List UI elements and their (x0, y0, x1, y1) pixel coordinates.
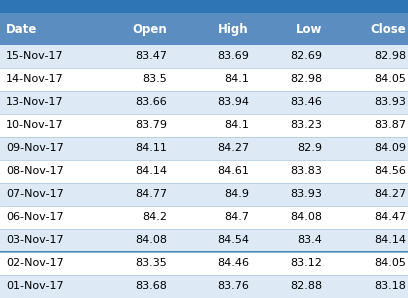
Text: 83.46: 83.46 (290, 97, 322, 107)
Text: 83.94: 83.94 (217, 97, 249, 107)
Bar (0, 91, 408, 114)
Text: 83.83: 83.83 (290, 166, 322, 176)
Text: 84.1: 84.1 (224, 74, 249, 84)
Text: 83.87: 83.87 (374, 120, 406, 130)
Bar (0, 114, 408, 137)
Text: 83.23: 83.23 (290, 120, 322, 130)
Text: 83.69: 83.69 (217, 51, 249, 61)
Text: 84.05: 84.05 (374, 258, 406, 268)
Text: 82.9: 82.9 (297, 143, 322, 153)
Bar (0, 13, 408, 45)
Text: 84.54: 84.54 (217, 235, 249, 246)
Text: Close: Close (370, 23, 406, 35)
Text: 14-Nov-17: 14-Nov-17 (6, 74, 64, 84)
Text: 15-Nov-17: 15-Nov-17 (6, 51, 64, 61)
Bar (0, 45, 408, 68)
Text: 84.05: 84.05 (374, 74, 406, 84)
Text: 13-Nov-17: 13-Nov-17 (6, 97, 64, 107)
Text: 84.47: 84.47 (374, 212, 406, 222)
Text: 83.68: 83.68 (135, 282, 167, 291)
Text: 84.08: 84.08 (135, 235, 167, 246)
Text: 84.9: 84.9 (224, 189, 249, 199)
Text: High: High (218, 23, 249, 35)
Text: 83.18: 83.18 (374, 282, 406, 291)
Text: 82.98: 82.98 (374, 51, 406, 61)
Text: 10-Nov-17: 10-Nov-17 (6, 120, 64, 130)
Text: 83.66: 83.66 (135, 97, 167, 107)
Bar (0, 183, 408, 206)
Bar (0, 0, 408, 13)
Text: 84.1: 84.1 (224, 120, 249, 130)
Text: 84.61: 84.61 (217, 166, 249, 176)
Text: 83.12: 83.12 (290, 258, 322, 268)
Text: 07-Nov-17: 07-Nov-17 (6, 189, 64, 199)
Text: Date: Date (6, 23, 38, 35)
Text: 83.76: 83.76 (217, 282, 249, 291)
Text: 83.47: 83.47 (135, 51, 167, 61)
Text: 84.7: 84.7 (224, 212, 249, 222)
Bar (0, 137, 408, 160)
Bar (0, 68, 408, 91)
Text: 84.27: 84.27 (374, 189, 406, 199)
Bar (0, 275, 408, 298)
Text: Low: Low (296, 23, 322, 35)
Text: 84.09: 84.09 (374, 143, 406, 153)
Text: 84.46: 84.46 (217, 258, 249, 268)
Text: 83.79: 83.79 (135, 120, 167, 130)
Bar (0, 160, 408, 183)
Text: 82.98: 82.98 (290, 74, 322, 84)
Text: 84.27: 84.27 (217, 143, 249, 153)
Text: 82.88: 82.88 (290, 282, 322, 291)
Text: 82.69: 82.69 (290, 51, 322, 61)
Bar (0, 229, 408, 252)
Text: 09-Nov-17: 09-Nov-17 (6, 143, 64, 153)
Text: 83.93: 83.93 (290, 189, 322, 199)
Text: 01-Nov-17: 01-Nov-17 (6, 282, 64, 291)
Text: 02-Nov-17: 02-Nov-17 (6, 258, 64, 268)
Text: 84.77: 84.77 (135, 189, 167, 199)
Text: 06-Nov-17: 06-Nov-17 (6, 212, 64, 222)
Text: 84.2: 84.2 (142, 212, 167, 222)
Text: 84.14: 84.14 (135, 166, 167, 176)
Text: 83.5: 83.5 (142, 74, 167, 84)
Text: 83.4: 83.4 (297, 235, 322, 246)
Text: 84.56: 84.56 (374, 166, 406, 176)
Text: 03-Nov-17: 03-Nov-17 (6, 235, 64, 246)
Text: 83.35: 83.35 (135, 258, 167, 268)
Text: 83.93: 83.93 (374, 97, 406, 107)
Text: 84.08: 84.08 (290, 212, 322, 222)
Text: 08-Nov-17: 08-Nov-17 (6, 166, 64, 176)
Bar (0, 206, 408, 229)
Bar (0, 252, 408, 275)
Text: 84.11: 84.11 (135, 143, 167, 153)
Text: Open: Open (133, 23, 167, 35)
Text: 84.14: 84.14 (374, 235, 406, 246)
